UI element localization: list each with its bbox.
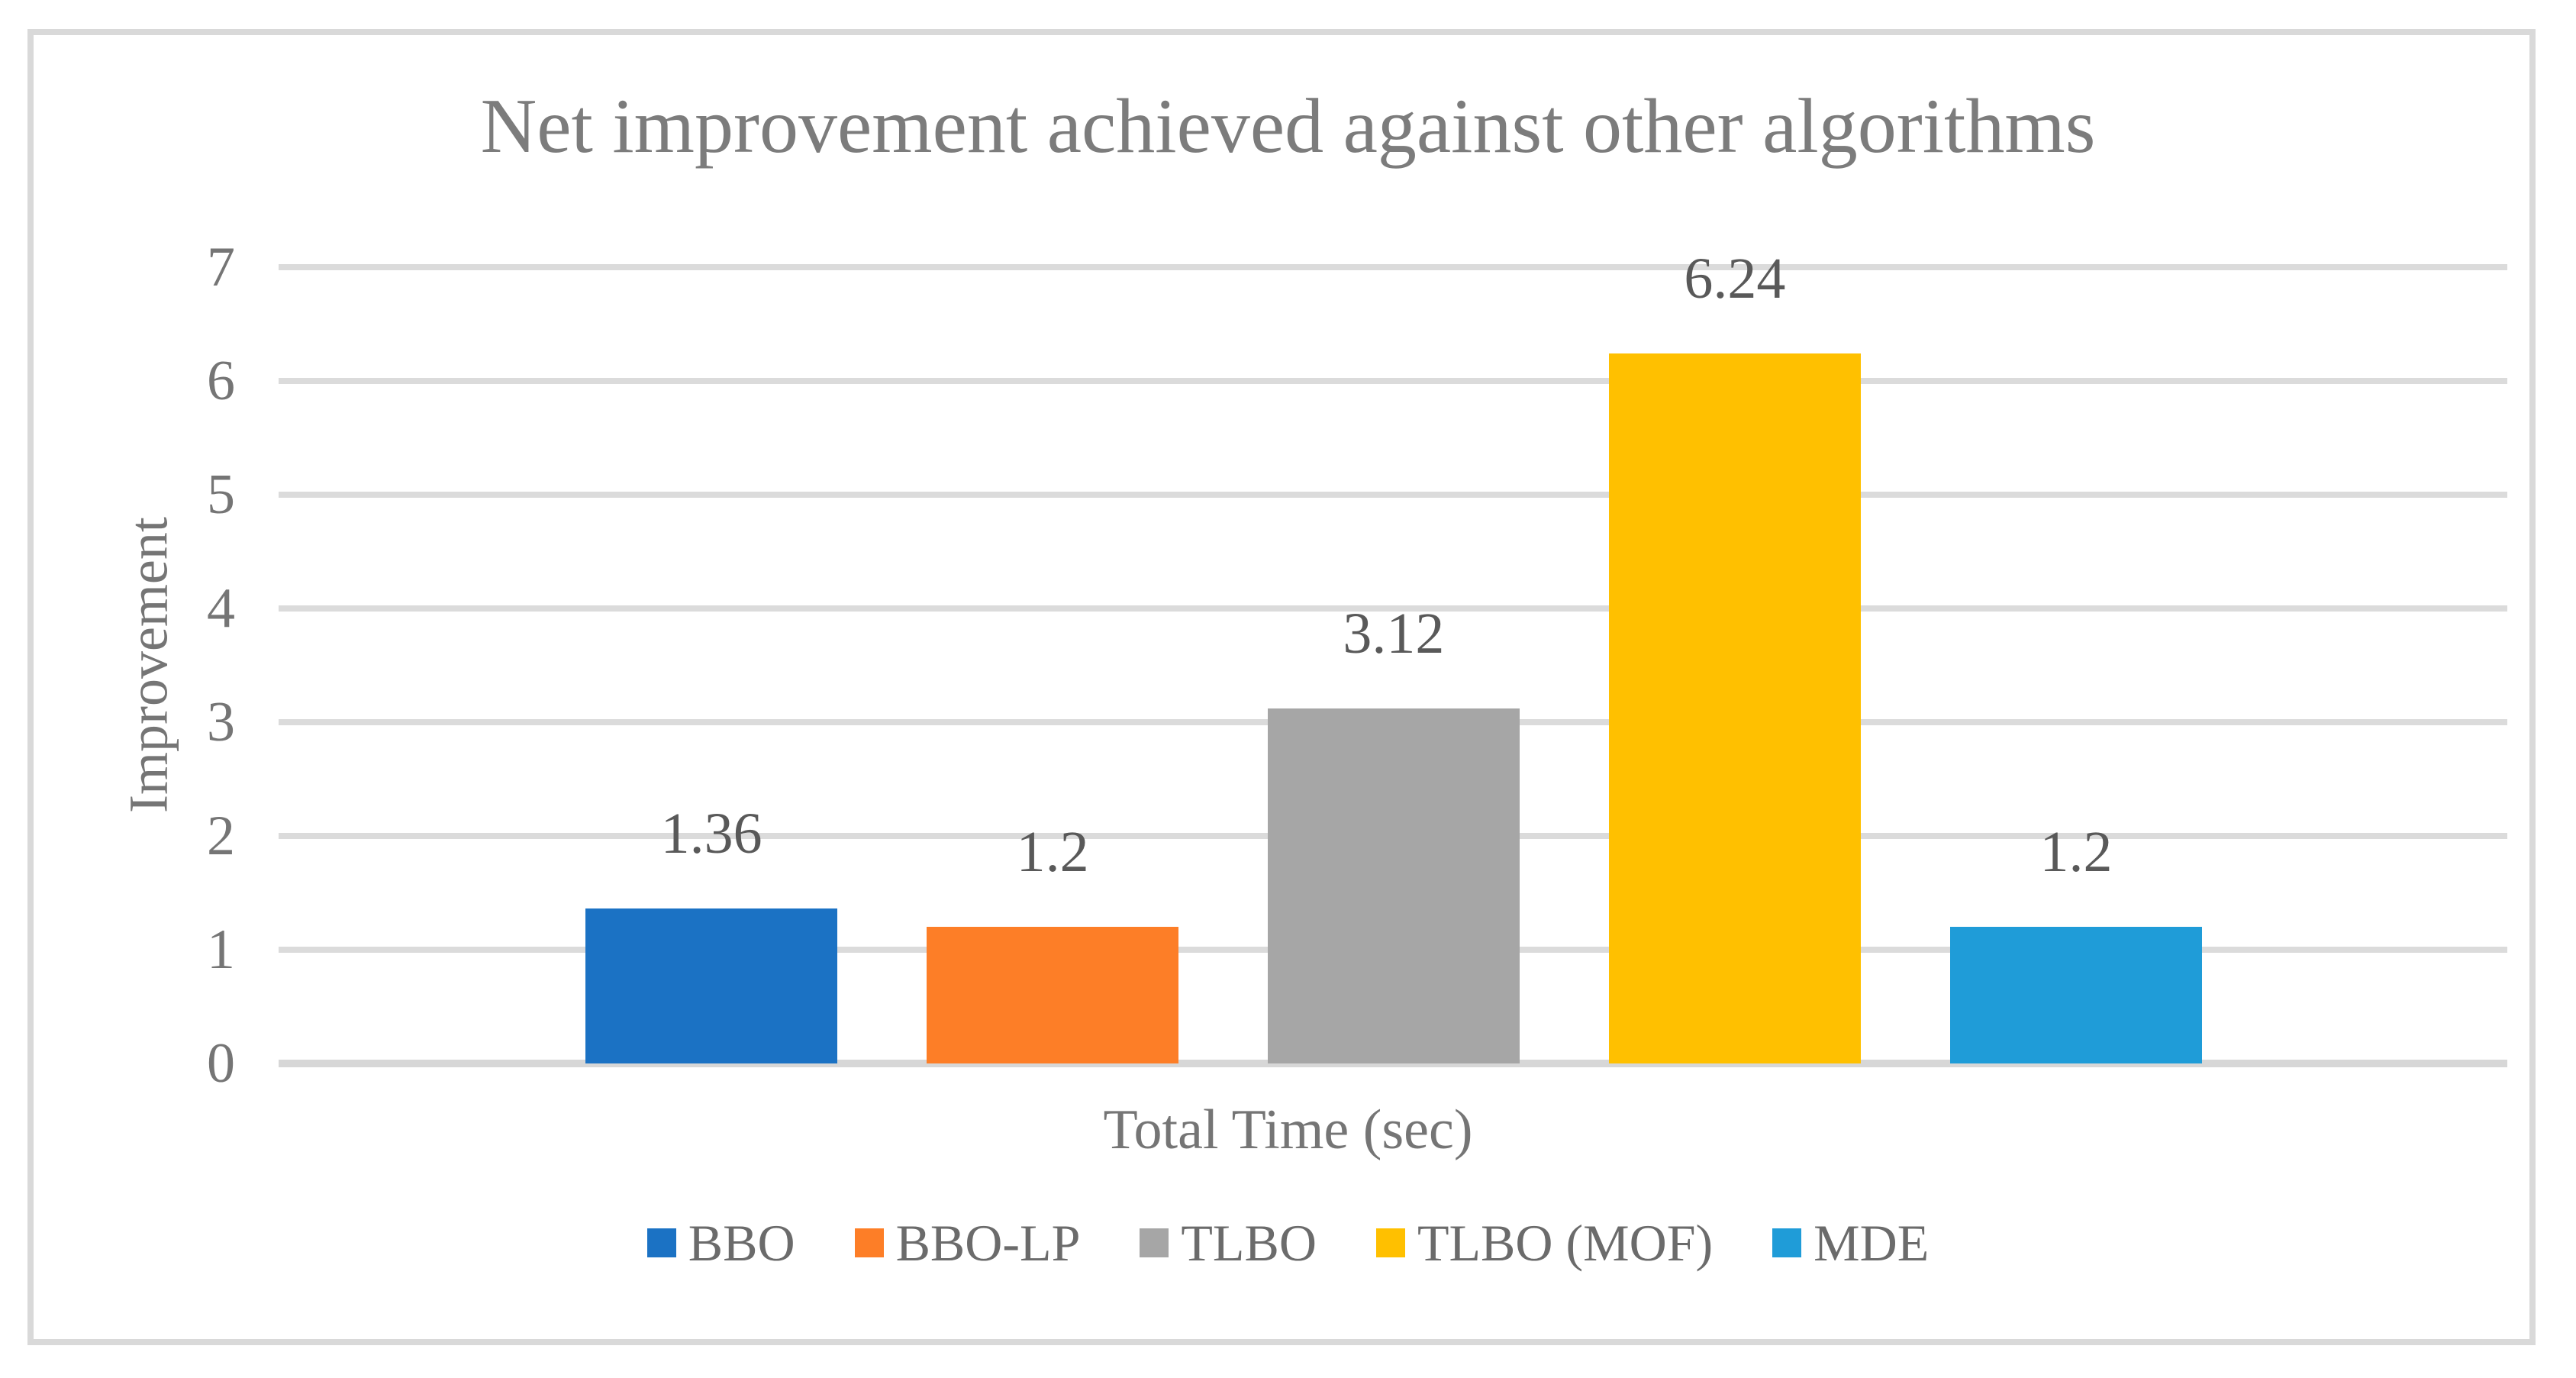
value-label-tlbo-mof: 6.24 bbox=[1684, 247, 1786, 311]
gridline-5 bbox=[279, 492, 2507, 498]
legend-swatch-icon-tlbo bbox=[1140, 1228, 1169, 1257]
y-tick-label-5: 5 bbox=[207, 463, 235, 526]
x-axis-line bbox=[279, 1060, 2507, 1067]
gridline-7 bbox=[279, 264, 2507, 270]
bar-bbo-lp bbox=[927, 927, 1179, 1063]
y-tick-label-2: 2 bbox=[207, 805, 235, 867]
legend-label-bbo: BBO bbox=[688, 1214, 795, 1272]
y-tick-label-1: 1 bbox=[207, 918, 235, 981]
gridline-6 bbox=[279, 378, 2507, 384]
y-tick-label-3: 3 bbox=[207, 691, 235, 754]
legend-item-mde: MDE bbox=[1772, 1217, 1929, 1269]
legend-swatch-icon-bbo bbox=[646, 1228, 676, 1257]
legend-swatch-icon-mde bbox=[1772, 1228, 1802, 1257]
plot-area: 1.36 1.2 3.12 6.24 1.2 bbox=[279, 248, 2507, 1067]
legend-label-mde: MDE bbox=[1814, 1214, 1930, 1272]
x-axis-title: Total Time (sec) bbox=[1103, 1099, 1473, 1161]
y-tick-label-6: 6 bbox=[207, 350, 235, 412]
value-label-bbo: 1.36 bbox=[660, 802, 762, 866]
bar-mde bbox=[1949, 927, 2202, 1063]
chart-title: Net improvement achieved against other a… bbox=[480, 83, 2096, 169]
legend-item-bbo: BBO bbox=[646, 1214, 795, 1272]
legend-label-tlbo-mof: TLBO (MOF) bbox=[1417, 1214, 1714, 1272]
value-label-tlbo: 3.12 bbox=[1343, 602, 1445, 666]
y-tick-label-0: 0 bbox=[207, 1032, 235, 1095]
chart-border-frame bbox=[27, 29, 2536, 1345]
legend-swatch-icon-bbo-lp bbox=[854, 1228, 884, 1257]
y-axis-tick-labels: 0 1 2 3 4 5 6 7 bbox=[114, 239, 235, 1092]
value-label-bbo-lp: 1.2 bbox=[1016, 820, 1089, 885]
y-tick-label-7: 7 bbox=[207, 236, 235, 299]
bar-bbo bbox=[585, 908, 838, 1063]
bar-tlbo bbox=[1267, 708, 1520, 1063]
legend-swatch-icon-tlbo-mof bbox=[1375, 1228, 1405, 1257]
legend-item-bbo-lp: BBO-LP bbox=[854, 1214, 1081, 1272]
legend-item-tlbo: TLBO bbox=[1140, 1217, 1317, 1269]
legend-item-tlbo-mof: TLBO (MOF) bbox=[1375, 1214, 1714, 1272]
legend: BBO BBO-LP TLBO TLBO (MOF) MDE bbox=[0, 1217, 2576, 1269]
legend-label-bbo-lp: BBO-LP bbox=[895, 1214, 1081, 1272]
bar-tlbo-mof bbox=[1608, 353, 1861, 1063]
value-label-mde: 1.2 bbox=[2039, 820, 2113, 885]
y-tick-label-4: 4 bbox=[207, 577, 235, 640]
gridline-4 bbox=[279, 605, 2507, 612]
legend-label-tlbo: TLBO bbox=[1181, 1214, 1317, 1272]
